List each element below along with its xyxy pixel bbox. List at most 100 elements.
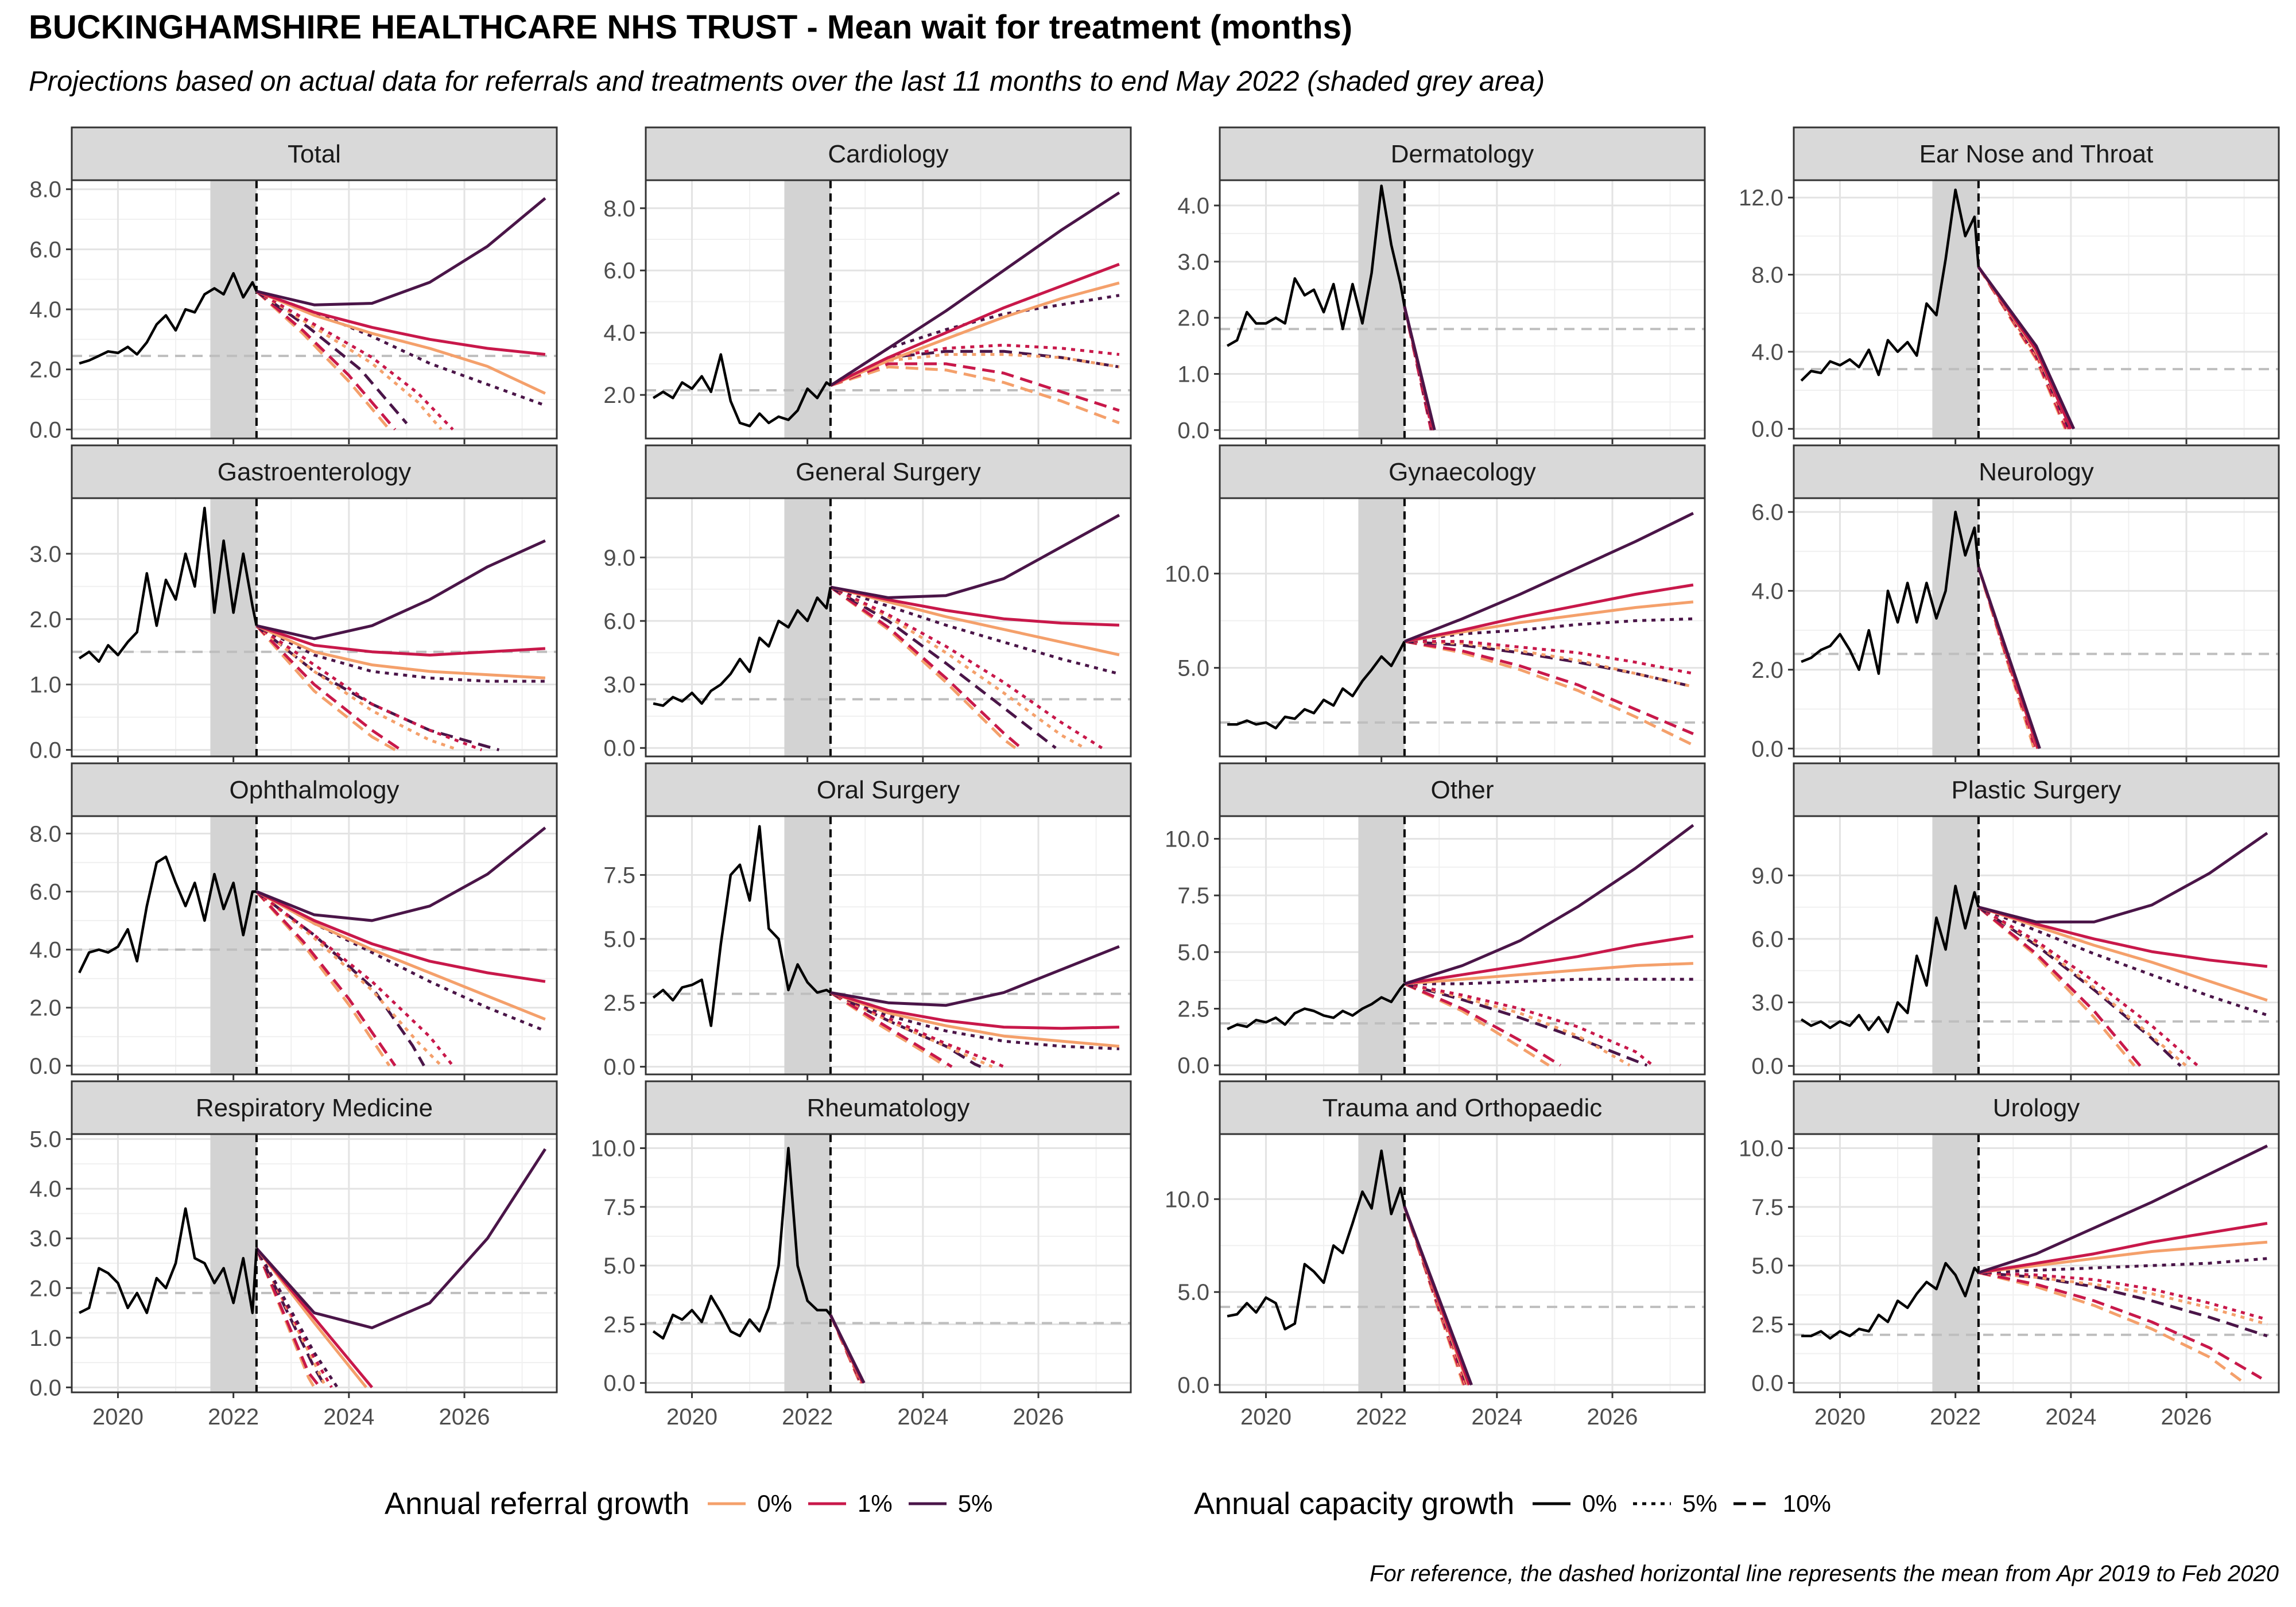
- y-tick-label: 10.0: [1739, 1136, 1783, 1162]
- facet-strip: [645, 1080, 1132, 1135]
- facet-label: Neurology: [1979, 458, 2094, 486]
- series-r1c0: [1978, 906, 2268, 968]
- y-tick-label: 4.0: [603, 321, 635, 346]
- y-tick-label: 7.5: [1751, 1195, 1783, 1220]
- series-r0c5: [829, 353, 1120, 387]
- panel-general-surgery: General Surgery 0.0 3.0 6.0 9.0: [603, 444, 1132, 762]
- actual-series: [1227, 1149, 1406, 1331]
- y-tick-label: 8.0: [29, 821, 61, 847]
- shaded-period: [210, 180, 257, 438]
- x-tick-label: 2020: [92, 1404, 144, 1430]
- series-r0c0: [1978, 1240, 2268, 1274]
- actual-series: [79, 1207, 258, 1314]
- series-r5c10: [829, 585, 1057, 750]
- plot-area: [646, 816, 1131, 1074]
- series-r0c5: [1404, 982, 1631, 1067]
- plot-area: [1794, 180, 2279, 438]
- panel-total: Total 0.0 2.0 4.0 6.0 8.0: [29, 126, 558, 444]
- legend-key-line: [1533, 1502, 1571, 1505]
- x-tick-label: 2026: [1013, 1404, 1064, 1430]
- series-r1c5: [255, 624, 483, 751]
- series-r5c0: [255, 1148, 546, 1329]
- y-tick-label: 3.0: [29, 1226, 61, 1252]
- legend-item-capacity: 5%: [1632, 1490, 1717, 1517]
- panel-ophthalmology: Ophthalmology 0.0 2.0 4.0 6.0 8.0: [29, 762, 558, 1080]
- facet-strip: [71, 762, 558, 817]
- legend-key-line: [708, 1502, 746, 1505]
- facet-strip: [1793, 126, 2280, 181]
- panel-oral-surgery: Oral Surgery 0.0 2.5 5.0 7.5: [603, 762, 1132, 1080]
- series-r5c5: [829, 991, 1120, 1050]
- chart-title: BUCKINGHAMSHIRE HEALTHCARE NHS TRUST - M…: [29, 9, 1353, 46]
- y-tick-label: 0.0: [1751, 1371, 1783, 1396]
- series-r0c10: [255, 890, 391, 1067]
- actual-series: [78, 506, 258, 663]
- y-tick-label: 4.0: [1751, 579, 1783, 604]
- legend-capacity-title: Annual capacity growth: [1194, 1486, 1515, 1521]
- y-tick-label: 0.0: [29, 417, 61, 442]
- actual-series: [1801, 1261, 1980, 1340]
- facet-label: General Surgery: [796, 458, 981, 486]
- y-tick-label: 0.0: [603, 1055, 635, 1080]
- actual-series: [1801, 510, 1980, 675]
- x-tick-label: 2024: [897, 1404, 948, 1430]
- series-r5c0: [256, 539, 546, 641]
- facet-strip: [71, 1080, 558, 1135]
- actual-series: [652, 353, 832, 428]
- y-tick-label: 6.0: [29, 237, 61, 262]
- y-tick-label: 8.0: [603, 196, 635, 222]
- plot-area: [72, 816, 557, 1074]
- y-tick-label: 5.0: [1177, 1280, 1209, 1305]
- x-tick-label: 2026: [2161, 1404, 2212, 1430]
- chart-subtitle: Projections based on actual data for ref…: [29, 66, 1545, 97]
- panel-urology: Urology 0.0 2.5 5.0 7.5 10.0 2020 2022 2024 2026: [1739, 1080, 2280, 1430]
- series-r5c5: [1404, 617, 1693, 643]
- series-r5c0: [1977, 566, 2041, 750]
- shaded-period: [210, 816, 257, 1074]
- y-tick-label: 7.5: [1177, 883, 1209, 909]
- facet-label: Trauma and Orthopaedic: [1322, 1094, 1603, 1122]
- y-tick-label: 1.0: [29, 1326, 61, 1351]
- legend-key-line: [1633, 1502, 1671, 1505]
- facet-label: Other: [1430, 776, 1494, 804]
- series-r1c10: [255, 290, 397, 430]
- y-tick-label: 0.0: [1177, 1373, 1209, 1398]
- shaded-period: [784, 1134, 831, 1392]
- series-r1c0: [256, 290, 546, 356]
- y-tick-label: 2.5: [1751, 1312, 1783, 1337]
- y-tick-label: 2.5: [603, 991, 635, 1016]
- y-tick-label: 2.0: [29, 996, 61, 1021]
- legend-key-line: [1733, 1502, 1771, 1505]
- shaded-period: [1932, 816, 1979, 1074]
- series-r5c0: [1403, 306, 1436, 430]
- series-r0c0: [1404, 962, 1693, 985]
- series-r1c10: [1404, 640, 1694, 735]
- actual-series: [78, 855, 257, 973]
- series-r5c5: [255, 890, 546, 1032]
- y-tick-label: 3.0: [603, 673, 635, 698]
- panel-border: [645, 179, 1132, 440]
- facet-label: Ear Nose and Throat: [1919, 140, 2154, 168]
- shaded-period: [784, 180, 831, 438]
- x-tick-label: 2024: [2045, 1404, 2096, 1430]
- panel-border: [1793, 179, 2280, 440]
- y-tick-label: 6.0: [603, 258, 635, 284]
- series-r5c10: [829, 991, 982, 1068]
- y-tick-label: 0.0: [1751, 417, 1783, 442]
- y-tick-label: 2.0: [29, 607, 61, 632]
- series-r5c5: [255, 624, 545, 683]
- y-tick-label: 10.0: [1165, 826, 1209, 852]
- y-tick-label: 1.0: [29, 673, 61, 698]
- series-r0c10: [1977, 906, 2136, 1067]
- series-r1c5: [1978, 1271, 2268, 1321]
- shaded-period: [784, 816, 831, 1074]
- series-r0c10: [1404, 640, 1694, 747]
- series-r1c5: [1404, 640, 1694, 675]
- y-tick-label: 4.0: [29, 938, 61, 963]
- y-tick-label: 2.0: [603, 383, 635, 408]
- y-tick-label: 2.0: [1751, 658, 1783, 683]
- series-r5c5: [1977, 906, 2268, 1017]
- y-tick-label: 0.0: [29, 1054, 61, 1079]
- y-tick-label: 2.0: [29, 358, 61, 383]
- y-tick-label: 10.0: [1165, 561, 1209, 587]
